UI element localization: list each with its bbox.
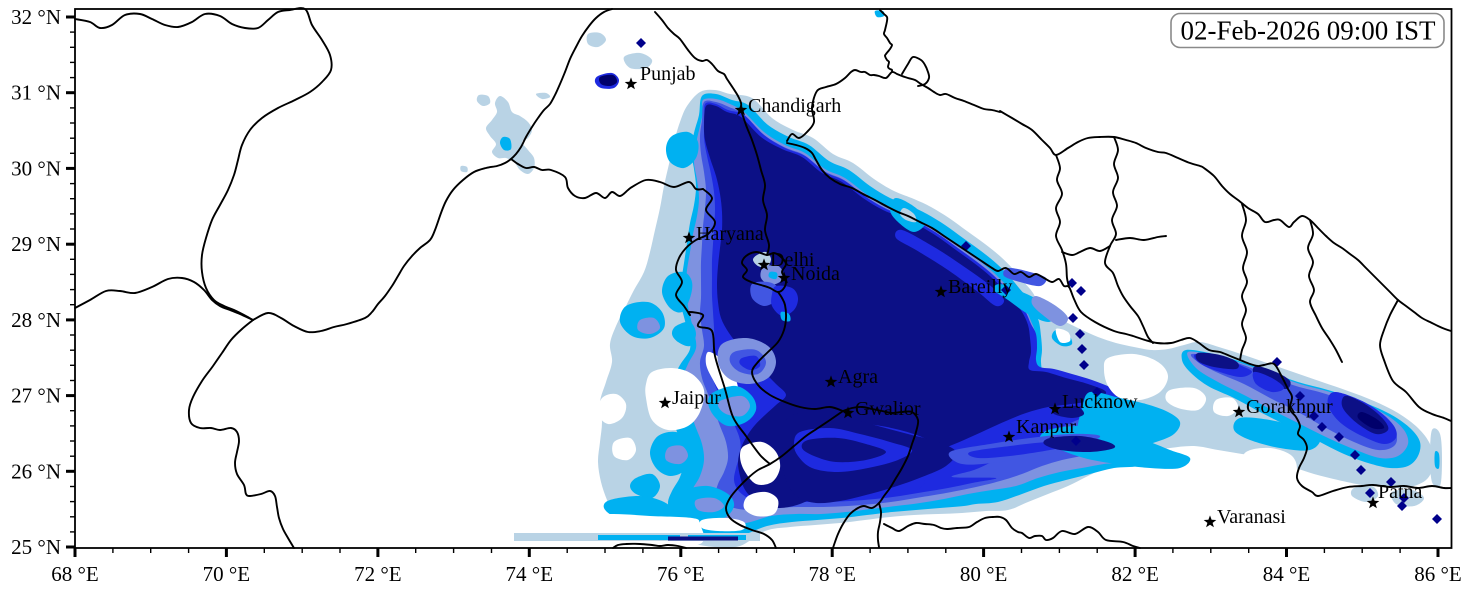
svg-text:Gorakhpur: Gorakhpur [1246, 396, 1333, 418]
svg-text:68 °E: 68 °E [51, 562, 98, 586]
svg-text:Jaipur: Jaipur [672, 387, 721, 409]
svg-text:Punjab: Punjab [640, 63, 696, 85]
svg-text:30 °N: 30 °N [11, 156, 61, 180]
svg-text:74 °E: 74 °E [506, 562, 553, 586]
svg-text:78 °E: 78 °E [808, 562, 855, 586]
svg-text:Chandigarh: Chandigarh [748, 95, 841, 117]
svg-text:28 °N: 28 °N [11, 308, 61, 332]
svg-text:Agra: Agra [838, 366, 878, 388]
svg-text:86 °E: 86 °E [1414, 562, 1461, 586]
svg-text:32 °N: 32 °N [11, 5, 61, 29]
svg-text:Noida: Noida [791, 263, 840, 285]
svg-text:84 °E: 84 °E [1263, 562, 1310, 586]
svg-text:80 °E: 80 °E [960, 562, 1007, 586]
svg-text:Kanpur: Kanpur [1016, 416, 1076, 438]
svg-text:29 °N: 29 °N [11, 232, 61, 256]
svg-text:02-Feb-2026 09:00 IST: 02-Feb-2026 09:00 IST [1181, 16, 1436, 46]
svg-text:26 °N: 26 °N [11, 459, 61, 483]
svg-text:Haryana: Haryana [696, 223, 764, 245]
svg-text:82 °E: 82 °E [1111, 562, 1158, 586]
svg-text:70 °E: 70 °E [203, 562, 250, 586]
svg-text:Patna: Patna [1378, 481, 1423, 503]
svg-text:Varanasi: Varanasi [1217, 506, 1286, 528]
svg-text:31 °N: 31 °N [11, 81, 61, 105]
svg-text:Gwalior: Gwalior [855, 398, 921, 420]
svg-text:Bareilly: Bareilly [948, 276, 1012, 298]
svg-text:76 °E: 76 °E [657, 562, 704, 586]
svg-text:27 °N: 27 °N [11, 384, 61, 408]
svg-text:Delhi: Delhi [770, 249, 815, 271]
svg-text:72 °E: 72 °E [354, 562, 401, 586]
svg-text:Lucknow: Lucknow [1062, 391, 1138, 413]
svg-text:25 °N: 25 °N [11, 535, 61, 559]
